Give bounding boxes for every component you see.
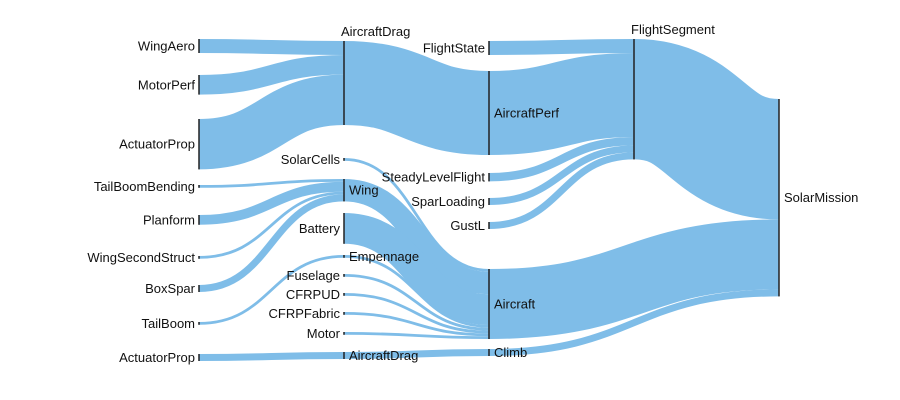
link-aircraftdrag1-to-aircraftperf: [342, 41, 491, 155]
link-cfrpfabric-to-aircraft: [343, 312, 490, 337]
link-aircraftperf-to-flightsegment: [488, 53, 635, 155]
node-actuatorprop2: [198, 354, 200, 361]
node-aircraft: [488, 269, 490, 339]
node-flightsegment: [633, 39, 635, 160]
node-steadylevelflight: [488, 173, 490, 182]
link-wingsecondstruct-to-wing: [198, 191, 345, 259]
link-battery-to-aircraft: [343, 213, 490, 325]
links-layer: [198, 39, 783, 361]
node-planform: [198, 215, 200, 225]
node-label-wingaero: WingAero: [138, 39, 195, 54]
node-label-aircraftperf: AircraftPerf: [494, 106, 559, 121]
node-label-tailboombending: TailBoomBending: [94, 179, 195, 194]
node-label-climb: Climb: [494, 345, 527, 360]
link-actuatorprop2-to-aircraftdrag2: [198, 352, 345, 361]
node-label-actuatorprop1: ActuatorProp: [119, 137, 195, 152]
node-label-gustl: GustL: [450, 218, 485, 233]
node-motorperf: [198, 75, 200, 95]
node-label-boxspar: BoxSpar: [145, 281, 196, 296]
node-label-aircraftdrag1: AircraftDrag: [341, 24, 410, 39]
link-tailboombending-to-wing: [198, 179, 345, 188]
node-solarcells: [343, 158, 345, 161]
node-tailboom: [198, 322, 200, 325]
labels-layer: WingAero MotorPerf ActuatorProp TailBoomBen…: [87, 22, 858, 365]
node-label-solarcells: SolarCells: [281, 152, 341, 167]
link-sparloading-to-flightsegment: [488, 145, 635, 205]
node-actuatorprop1: [198, 119, 200, 170]
node-gustl: [488, 222, 490, 229]
link-boxspar-to-wing: [198, 194, 345, 292]
link-wing-to-aircraft: [343, 179, 490, 295]
node-label-planform: Planform: [143, 212, 195, 227]
node-aircraftdrag1: [343, 41, 345, 125]
node-empennage: [343, 255, 345, 258]
node-label-cfrpfabric: CFRPFabric: [268, 306, 340, 321]
node-label-motorperf: MotorPerf: [138, 77, 195, 92]
node-label-fuselage: Fuselage: [287, 268, 340, 283]
link-climb-to-solarmission: [488, 289, 780, 356]
node-flightstate: [488, 41, 490, 55]
node-sparloading: [488, 198, 490, 205]
node-label-battery: Battery: [299, 221, 341, 236]
link-aircraftdrag2-to-climb: [343, 349, 490, 359]
node-label-cfrpud: CFRPUD: [286, 287, 340, 302]
node-label-empennage: Empennage: [349, 249, 419, 264]
node-label-wing: Wing: [349, 183, 379, 198]
node-label-motor: Motor: [307, 326, 341, 341]
node-label-flightsegment: FlightSegment: [631, 22, 715, 37]
node-solarmission: [778, 99, 780, 297]
node-label-solarmission: SolarMission: [784, 190, 858, 205]
node-label-flightstate: FlightState: [423, 41, 485, 56]
link-empennage-to-aircraft: [343, 255, 490, 328]
link-planform-to-wing: [198, 181, 345, 225]
nodes-layer: [198, 39, 780, 361]
node-boxspar: [198, 285, 200, 292]
link-motorperf-to-aircraftdrag1: [198, 55, 345, 95]
node-cfrpud: [343, 293, 345, 296]
node-aircraftdrag2: [343, 352, 345, 359]
link-fuselage-to-aircraft: [343, 274, 490, 331]
node-battery: [343, 213, 345, 244]
node-label-sparloading: SparLoading: [411, 194, 485, 209]
node-fuselage: [343, 274, 345, 277]
node-motor: [343, 332, 345, 335]
link-steadylevelflight-to-flightsegment: [488, 137, 635, 182]
link-solarcells-to-aircraft: [343, 158, 490, 272]
link-aircraft-to-solarmission: [488, 219, 780, 339]
link-actuatorprop1-to-aircraftdrag1: [198, 74, 345, 170]
node-wing: [343, 179, 345, 202]
node-climb: [488, 349, 490, 356]
node-label-aircraft: Aircraft: [494, 297, 536, 312]
link-tailboom-to-empennage: [198, 255, 345, 325]
node-label-wingsecondstruct: WingSecondStruct: [87, 250, 195, 265]
link-wingaero-to-aircraftdrag1: [198, 39, 345, 55]
link-cfrpud-to-aircraft: [343, 293, 490, 334]
node-tailboombending: [198, 185, 200, 188]
node-cfrpfabric: [343, 312, 345, 315]
node-label-aircraftdrag2: AircraftDrag: [349, 348, 418, 363]
node-label-tailboom: TailBoom: [142, 316, 195, 331]
node-wingsecondstruct: [198, 256, 200, 259]
link-flightstate-to-flightsegment: [488, 39, 635, 55]
link-flightsegment-to-solarmission: [630, 39, 783, 220]
node-wingaero: [198, 39, 200, 53]
node-aircraftperf: [488, 71, 490, 155]
link-gustl-to-flightsegment: [488, 152, 635, 229]
node-label-steadylevelflight: SteadyLevelFlight: [382, 170, 486, 185]
node-label-actuatorprop2: ActuatorProp: [119, 350, 195, 365]
link-motor-to-aircraft: [343, 332, 490, 339]
